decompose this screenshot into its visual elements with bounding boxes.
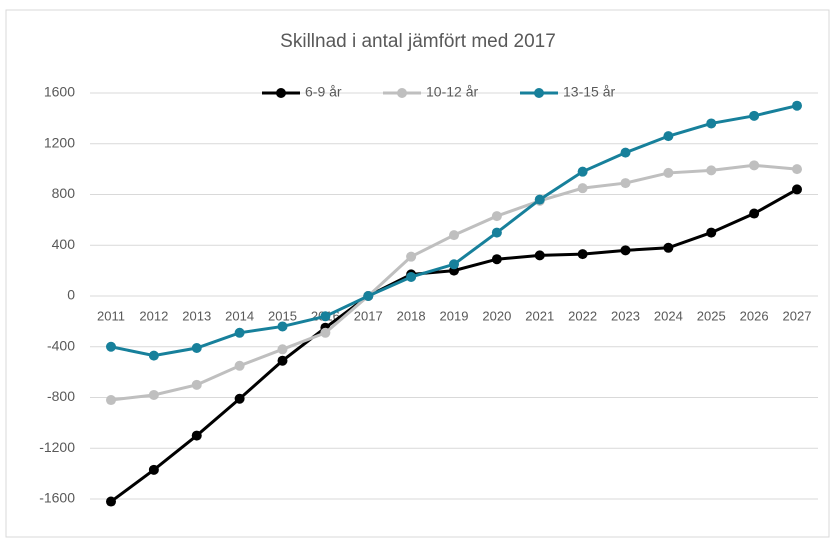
data-point bbox=[148, 389, 159, 400]
data-point bbox=[106, 341, 116, 352]
data-point bbox=[363, 291, 374, 301]
data-point bbox=[749, 208, 760, 219]
y-tick-label: -800 bbox=[47, 388, 75, 404]
data-point bbox=[534, 194, 545, 205]
data-point bbox=[706, 118, 717, 129]
x-tick-label: 2021 bbox=[525, 308, 554, 323]
data-point bbox=[106, 496, 116, 507]
data-point bbox=[277, 321, 288, 332]
data-point bbox=[106, 395, 116, 406]
data-point bbox=[620, 178, 631, 189]
x-tick-label: 2023 bbox=[611, 308, 640, 323]
x-tick-label: 2017 bbox=[354, 308, 383, 323]
x-tick-label: 2018 bbox=[397, 308, 426, 323]
data-point bbox=[191, 430, 202, 441]
y-tick-label: 1200 bbox=[44, 134, 75, 150]
data-point bbox=[191, 343, 202, 354]
data-point bbox=[792, 100, 802, 111]
legend-marker bbox=[397, 88, 407, 98]
data-point bbox=[663, 131, 674, 142]
data-point bbox=[406, 251, 417, 262]
data-point bbox=[577, 166, 588, 177]
data-point bbox=[663, 242, 674, 253]
x-tick-label: 2014 bbox=[225, 308, 254, 323]
chart-frame bbox=[5, 9, 830, 538]
data-point bbox=[449, 230, 459, 241]
data-point bbox=[491, 211, 502, 222]
data-point bbox=[534, 250, 545, 261]
legend-marker bbox=[276, 88, 286, 98]
data-point bbox=[406, 271, 417, 282]
x-tick-label: 2020 bbox=[482, 308, 511, 323]
data-point bbox=[277, 344, 288, 355]
data-point bbox=[749, 160, 760, 171]
data-point bbox=[792, 164, 802, 175]
y-tick-label: 0 bbox=[67, 287, 75, 303]
data-point bbox=[449, 259, 459, 270]
y-tick-label: -1200 bbox=[39, 439, 75, 455]
data-point bbox=[491, 254, 502, 265]
legend-label: 10-12 år bbox=[426, 84, 478, 100]
y-tick-label: -400 bbox=[47, 337, 75, 353]
legend-label: 13-15 år bbox=[563, 84, 615, 100]
y-tick-label: 800 bbox=[52, 185, 76, 201]
x-tick-label: 2027 bbox=[783, 308, 812, 323]
data-point bbox=[191, 379, 202, 390]
x-tick-label: 2011 bbox=[97, 308, 125, 323]
data-point bbox=[234, 360, 245, 371]
data-point bbox=[234, 393, 245, 404]
x-tick-label: 2025 bbox=[697, 308, 726, 323]
series-line bbox=[110, 163, 798, 402]
data-point bbox=[234, 327, 245, 338]
data-point bbox=[320, 311, 331, 322]
data-point bbox=[620, 147, 631, 158]
legend-marker bbox=[534, 88, 544, 98]
data-point bbox=[277, 355, 288, 366]
data-point bbox=[491, 227, 502, 238]
legend-label: 6-9 år bbox=[305, 84, 342, 100]
data-point bbox=[148, 464, 159, 475]
data-point bbox=[749, 110, 760, 121]
x-tick-label: 2019 bbox=[440, 308, 469, 323]
data-point bbox=[620, 245, 631, 256]
data-point bbox=[320, 327, 331, 338]
x-tick-label: 2026 bbox=[740, 308, 769, 323]
data-point bbox=[577, 249, 588, 260]
data-point bbox=[577, 183, 588, 194]
data-point bbox=[148, 350, 159, 361]
chart-title: Skillnad i antal jämfört med 2017 bbox=[280, 31, 556, 52]
y-tick-label: -1600 bbox=[39, 490, 75, 506]
data-point bbox=[663, 167, 674, 178]
data-point bbox=[792, 184, 802, 195]
y-tick-label: 400 bbox=[52, 236, 76, 252]
data-point bbox=[706, 165, 717, 176]
y-tick-label: 1600 bbox=[44, 84, 75, 100]
x-tick-label: 2024 bbox=[654, 308, 683, 323]
x-tick-label: 2012 bbox=[139, 308, 168, 323]
x-tick-label: 2013 bbox=[182, 308, 211, 323]
data-point bbox=[706, 227, 717, 238]
x-tick-label: 2022 bbox=[568, 308, 597, 323]
x-tick-label: 2015 bbox=[268, 308, 297, 323]
